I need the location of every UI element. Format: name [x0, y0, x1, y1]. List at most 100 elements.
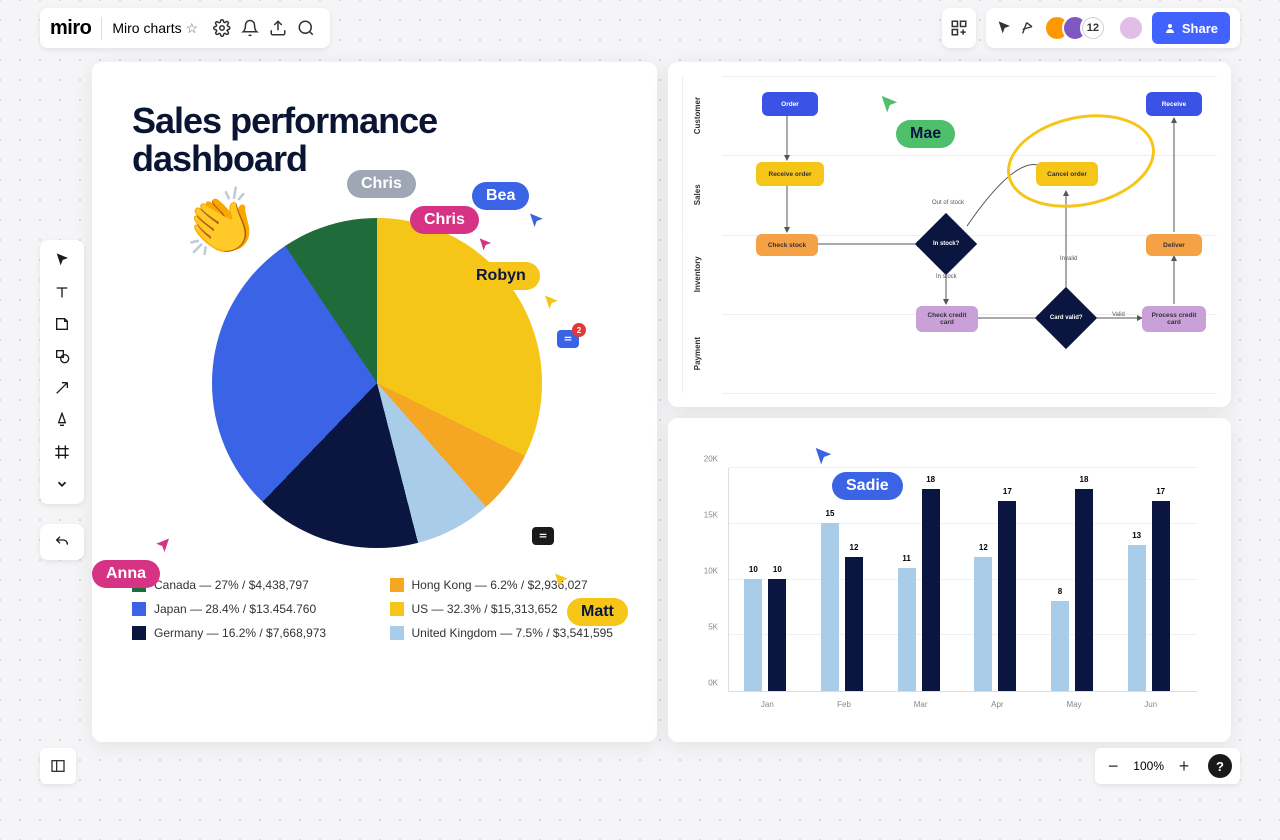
search-icon[interactable]: [292, 14, 320, 42]
y-tick: 15K: [704, 511, 718, 520]
apps-icon: [950, 19, 968, 37]
flow-node-deliver[interactable]: Deliver: [1146, 234, 1202, 256]
comment-badge: 2: [572, 323, 586, 337]
x-tick: May: [1066, 700, 1081, 709]
topbar-right: 12 Share: [942, 8, 1240, 48]
bar: 12: [845, 557, 863, 691]
legend-swatch: [390, 578, 404, 592]
cursor-arrow-bea: [527, 212, 545, 230]
comment-bubble-dark[interactable]: [532, 527, 554, 545]
export-icon[interactable]: [264, 14, 292, 42]
x-tick: Mar: [914, 700, 928, 709]
text-tool[interactable]: [44, 276, 80, 308]
select-tool[interactable]: [44, 244, 80, 276]
bar: 17: [1152, 501, 1170, 691]
edge-label-invalid: Invalid: [1060, 256, 1077, 262]
bar: 18: [922, 489, 940, 691]
cursor-robyn: Robyn: [462, 262, 540, 290]
pen-tool[interactable]: [44, 404, 80, 436]
reactions-icon[interactable]: [1020, 20, 1036, 36]
clap-emoji: 👏: [176, 181, 265, 266]
share-label: Share: [1182, 21, 1218, 36]
x-tick: Jan: [761, 700, 774, 709]
zoom-in-button[interactable]: +: [1174, 756, 1194, 776]
arrow-tool[interactable]: [44, 372, 80, 404]
bar-group: 12 17: [974, 501, 1016, 691]
x-tick: Jun: [1144, 700, 1157, 709]
legend-swatch: [390, 626, 404, 640]
bar: 13: [1128, 545, 1146, 691]
bar-chart: 0K5K10K15K20K 1010Jan1512Feb1118Mar1217A…: [692, 438, 1207, 722]
cursor-sadie: Sadie: [832, 472, 903, 500]
help-button[interactable]: ?: [1208, 754, 1232, 778]
bar-value: 12: [979, 543, 988, 552]
frame-tool[interactable]: [44, 436, 80, 468]
flow-node-receive[interactable]: Receive: [1146, 92, 1202, 116]
topbar-left: miro Miro charts ☆: [40, 8, 330, 48]
edge-label-in-stock: In stock: [936, 274, 957, 280]
bar: 8: [1051, 601, 1069, 691]
app-logo[interactable]: miro: [50, 17, 102, 40]
shape-tool[interactable]: [44, 340, 80, 372]
flow-node-receive-order[interactable]: Receive order: [756, 162, 824, 186]
bar: 18: [1075, 489, 1093, 691]
legend-label: Germany — 16.2% / $7,668,973: [154, 626, 326, 640]
legend-label: US — 32.3% / $15,313,652: [412, 602, 558, 616]
annotation-circle: [998, 101, 1163, 220]
flow-node-check-stock[interactable]: Check stock: [756, 234, 818, 256]
cursor-matt: Matt: [567, 598, 628, 626]
settings-icon[interactable]: [208, 14, 236, 42]
bar-group: 1317: [1128, 501, 1170, 691]
undo-button[interactable]: [40, 524, 84, 560]
bar-value: 18: [926, 475, 935, 484]
bar: 17: [998, 501, 1016, 691]
flowchart-panel: CustomerSalesInventoryPayment Order Rece…: [668, 62, 1231, 407]
avatar-stack[interactable]: 12: [1044, 15, 1106, 41]
notifications-icon[interactable]: [236, 14, 264, 42]
flow-node-check-card[interactable]: Check credit card: [916, 306, 978, 332]
legend-item: Hong Kong — 6.2% / $2,936,027: [390, 578, 618, 592]
cursor-arrow-pink: [477, 237, 493, 253]
bar-group: 1010: [744, 579, 786, 691]
collab-pill: 12 Share: [986, 8, 1240, 48]
apps-pill[interactable]: [942, 8, 976, 48]
lane-label: Customer: [682, 76, 712, 155]
lane-label: Sales: [682, 155, 712, 234]
board-title[interactable]: Miro charts: [112, 20, 181, 36]
cursor-arrow-anna: [154, 537, 172, 555]
zoom-level[interactable]: 100%: [1133, 759, 1164, 773]
panel-toggle[interactable]: [40, 748, 76, 784]
comment-bubble-blue[interactable]: 2: [557, 330, 579, 348]
barchart-panel: 0K5K10K15K20K 1010Jan1512Feb1118Mar1217A…: [668, 418, 1231, 742]
legend-item: Canada — 27% / $4,438,797: [132, 578, 360, 592]
topbar: miro Miro charts ☆ 12 Share: [40, 8, 1240, 48]
bar-value: 10: [773, 565, 782, 574]
y-tick: 10K: [704, 567, 718, 576]
legend-label: Canada — 27% / $4,438,797: [154, 578, 309, 592]
sticky-tool[interactable]: [44, 308, 80, 340]
y-axis: 0K5K10K15K20K: [692, 468, 722, 692]
cursor-tool-icon[interactable]: [996, 20, 1012, 36]
x-tick: Apr: [991, 700, 1003, 709]
bar: 10: [768, 579, 786, 691]
flow-node-order[interactable]: Order: [762, 92, 818, 116]
cursor-arrow-sadie: [812, 446, 834, 468]
avatar-self[interactable]: [1118, 15, 1144, 41]
more-tools[interactable]: [44, 468, 80, 500]
zoom-bar: − 100% + ?: [1095, 748, 1240, 784]
legend-swatch: [132, 626, 146, 640]
bar: 15: [821, 523, 839, 691]
flow-node-card-valid[interactable]: Card valid?: [1035, 287, 1097, 349]
flow-node-process[interactable]: Process credit card: [1142, 306, 1206, 332]
cursor-anna: Anna: [92, 560, 160, 588]
bar-group: 1118: [898, 489, 940, 691]
legend-item: United Kingdom — 7.5% / $3,541,595: [390, 626, 618, 640]
share-button[interactable]: Share: [1152, 12, 1230, 44]
flow-node-in-stock[interactable]: In stock?: [915, 213, 977, 275]
bar-value: 17: [1003, 487, 1012, 496]
legend-item: Germany — 16.2% / $7,668,973: [132, 626, 360, 640]
bar-value: 8: [1058, 587, 1062, 596]
star-icon[interactable]: ☆: [186, 20, 199, 37]
lane-label: Inventory: [682, 235, 712, 314]
zoom-out-button[interactable]: −: [1103, 756, 1123, 776]
